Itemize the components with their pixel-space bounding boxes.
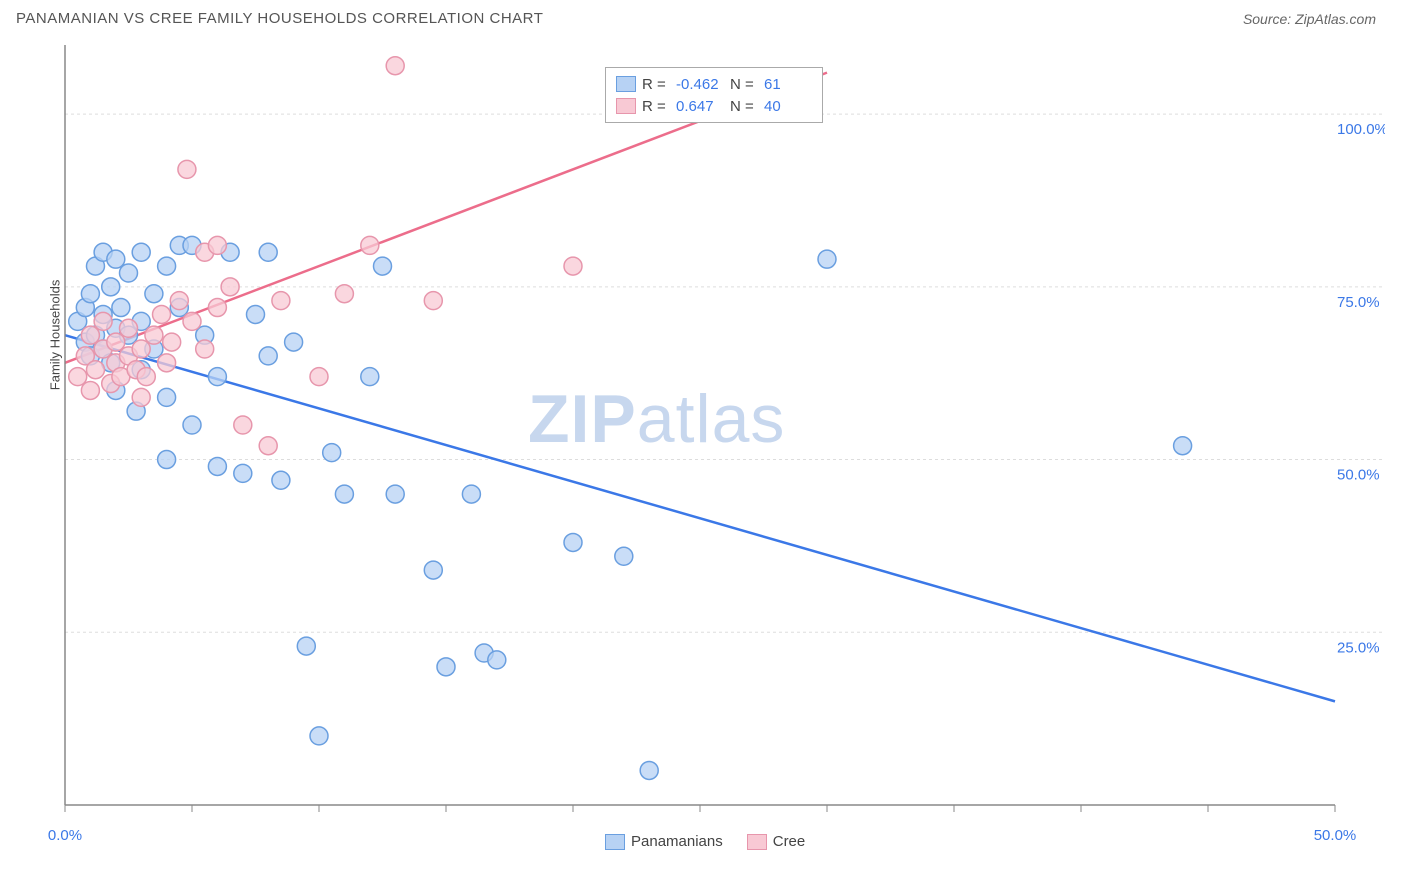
legend-swatch [616, 98, 636, 114]
x-tick-label: 0.0% [48, 827, 82, 844]
chart-header: PANAMANIAN VS CREE FAMILY HOUSEHOLDS COR… [0, 0, 1406, 37]
data-point [132, 340, 150, 358]
data-point [221, 278, 239, 296]
legend-n-value: 61 [764, 76, 812, 93]
data-point [158, 354, 176, 372]
data-point [196, 340, 214, 358]
data-point [424, 561, 442, 579]
data-point [94, 312, 112, 330]
data-point [374, 257, 392, 275]
y-tick-label: 50.0% [1337, 467, 1380, 484]
data-point [81, 285, 99, 303]
legend-swatch [605, 834, 625, 850]
data-point [564, 533, 582, 551]
data-point [386, 485, 404, 503]
data-point [259, 243, 277, 261]
data-point [386, 57, 404, 75]
data-point [107, 333, 125, 351]
data-point [310, 727, 328, 745]
trend-line-panamanians [65, 335, 1335, 701]
data-point [153, 305, 171, 323]
legend-series-label: Cree [773, 833, 806, 850]
chart-area: Family Households 25.0%50.0%75.0%100.0%0… [45, 45, 1385, 830]
data-point [158, 388, 176, 406]
legend-r-value: -0.462 [676, 76, 724, 93]
correlation-legend: R = -0.462 N = 61 R = 0.647 N = 40 [605, 67, 823, 123]
data-point [335, 285, 353, 303]
legend-series-label: Panamanians [631, 833, 723, 850]
data-point [564, 257, 582, 275]
data-point [297, 637, 315, 655]
data-point [285, 333, 303, 351]
legend-r-label: R = [642, 76, 670, 93]
data-point [163, 333, 181, 351]
data-point [183, 416, 201, 434]
data-point [323, 444, 341, 462]
data-point [208, 236, 226, 254]
data-point [310, 368, 328, 386]
data-point [208, 457, 226, 475]
data-point [259, 437, 277, 455]
data-point [81, 381, 99, 399]
legend-n-label: N = [730, 98, 758, 115]
data-point [640, 761, 658, 779]
chart-source: Source: ZipAtlas.com [1243, 11, 1376, 27]
data-point [86, 361, 104, 379]
scatter-plot: 25.0% 50.0% 75.0% 100.0% 0.0% 50.0% [45, 45, 1385, 850]
data-point [335, 485, 353, 503]
data-point [361, 236, 379, 254]
legend-item-panamanians: Panamanians [605, 833, 723, 850]
legend-stat-row: R = -0.462 N = 61 [616, 73, 812, 95]
data-point [361, 368, 379, 386]
data-point [208, 299, 226, 317]
data-point [1174, 437, 1192, 455]
y-tick-label: 75.0% [1337, 294, 1380, 311]
data-point [272, 292, 290, 310]
legend-swatch [616, 76, 636, 92]
series-legend: Panamanians Cree [605, 833, 805, 850]
y-tick-label: 100.0% [1337, 121, 1385, 138]
data-point [107, 250, 125, 268]
data-point [462, 485, 480, 503]
chart-title: PANAMANIAN VS CREE FAMILY HOUSEHOLDS COR… [16, 10, 543, 27]
data-point [234, 464, 252, 482]
legend-swatch [747, 834, 767, 850]
legend-stat-row: R = 0.647 N = 40 [616, 95, 812, 117]
data-point [272, 471, 290, 489]
data-point [145, 285, 163, 303]
data-point [183, 312, 201, 330]
data-point [488, 651, 506, 669]
data-point [120, 264, 138, 282]
data-point [137, 368, 155, 386]
legend-r-value: 0.647 [676, 98, 724, 115]
legend-n-value: 40 [764, 98, 812, 115]
legend-r-label: R = [642, 98, 670, 115]
data-point [132, 243, 150, 261]
data-point [615, 547, 633, 565]
data-point [158, 257, 176, 275]
x-tick-label: 50.0% [1314, 827, 1357, 844]
data-point [132, 388, 150, 406]
data-point [259, 347, 277, 365]
data-point [818, 250, 836, 268]
data-point [69, 368, 87, 386]
data-point [120, 319, 138, 337]
data-point [234, 416, 252, 434]
data-point [112, 299, 130, 317]
data-point [247, 305, 265, 323]
y-tick-label: 25.0% [1337, 639, 1380, 656]
data-point [102, 278, 120, 296]
data-point [81, 326, 99, 344]
data-point [437, 658, 455, 676]
legend-n-label: N = [730, 76, 758, 93]
data-point [178, 160, 196, 178]
data-point [424, 292, 442, 310]
legend-item-cree: Cree [747, 833, 806, 850]
data-point [170, 292, 188, 310]
data-point [145, 326, 163, 344]
data-point [158, 451, 176, 469]
data-point [208, 368, 226, 386]
